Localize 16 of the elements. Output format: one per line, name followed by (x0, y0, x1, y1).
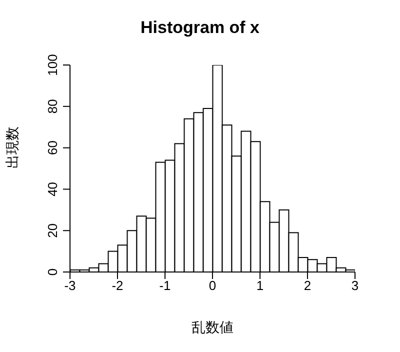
x-tick-label: 3 (351, 278, 359, 294)
x-tick-label: 0 (208, 278, 216, 294)
y-tick-label: 80 (45, 99, 60, 114)
x-axis-title: 乱数値 (192, 319, 234, 335)
y-tick-label: 40 (45, 182, 60, 196)
y-tick-label: 20 (45, 223, 60, 238)
x-tick-label: 2 (304, 278, 312, 294)
x-tick-label: 1 (256, 278, 264, 294)
x-tick-label: -3 (64, 278, 76, 294)
y-tick-label: 60 (45, 140, 60, 156)
y-tick-label: 0 (45, 268, 60, 276)
x-tick-label: -2 (112, 278, 124, 294)
chart-title: Histogram of x (140, 18, 260, 37)
y-axis-title: 出現数 (4, 126, 20, 168)
y-tick-label: 100 (45, 54, 60, 76)
x-tick-label: -1 (159, 278, 171, 294)
